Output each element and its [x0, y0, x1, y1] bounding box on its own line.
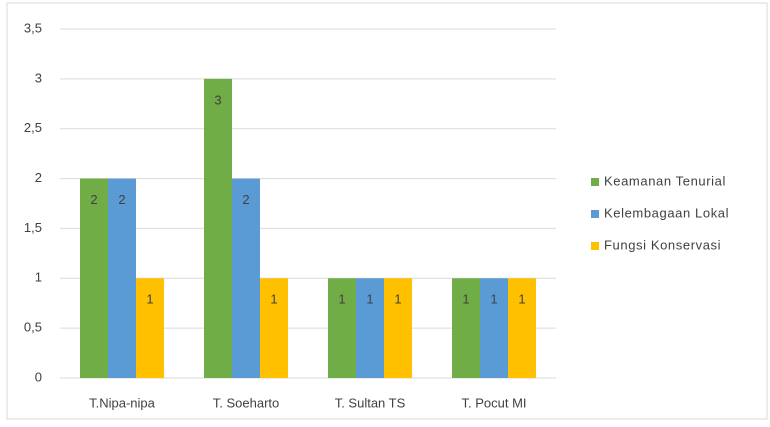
bar	[356, 278, 384, 378]
y-tick-label: 1,5	[24, 220, 42, 235]
bar	[260, 278, 288, 378]
y-tick-label: 1	[35, 270, 42, 285]
data-label: 2	[90, 192, 97, 207]
legend-swatch	[591, 210, 599, 218]
bar	[328, 278, 356, 378]
x-tick-label: T. Pocut MI	[461, 395, 526, 410]
data-label: 1	[394, 292, 401, 307]
bar	[136, 278, 164, 378]
y-tick-label: 2	[35, 170, 42, 185]
y-tick-label: 0	[35, 369, 42, 384]
y-tick-label: 3	[35, 70, 42, 85]
legend-swatch	[591, 242, 599, 250]
data-label: 2	[242, 192, 249, 207]
legend-label: Fungsi Konservasi	[604, 237, 721, 252]
legend-label: Keamanan Tenurial	[604, 173, 726, 188]
bar	[508, 278, 536, 378]
bar	[384, 278, 412, 378]
data-label: 3	[214, 92, 221, 107]
x-tick-label: T. Sultan TS	[335, 395, 406, 410]
bar	[80, 178, 108, 378]
data-label: 1	[270, 292, 277, 307]
x-tick-label: T.Nipa-nipa	[89, 395, 156, 410]
y-tick-label: 3,5	[24, 20, 42, 35]
bar	[232, 178, 260, 378]
data-label: 1	[490, 292, 497, 307]
legend-swatch	[591, 178, 599, 186]
bar	[204, 78, 232, 378]
y-tick-label: 0,5	[24, 320, 42, 335]
bar	[108, 178, 136, 378]
bar	[452, 278, 480, 378]
data-label: 2	[118, 192, 125, 207]
data-label: 1	[366, 292, 373, 307]
data-label: 1	[462, 292, 469, 307]
legend-label: Kelembagaan Lokal	[604, 205, 729, 220]
data-label: 1	[146, 292, 153, 307]
bar	[480, 278, 508, 378]
x-tick-label: T. Soeharto	[213, 395, 280, 410]
data-label: 1	[338, 292, 345, 307]
data-label: 1	[518, 292, 525, 307]
y-tick-label: 2,5	[24, 120, 42, 135]
